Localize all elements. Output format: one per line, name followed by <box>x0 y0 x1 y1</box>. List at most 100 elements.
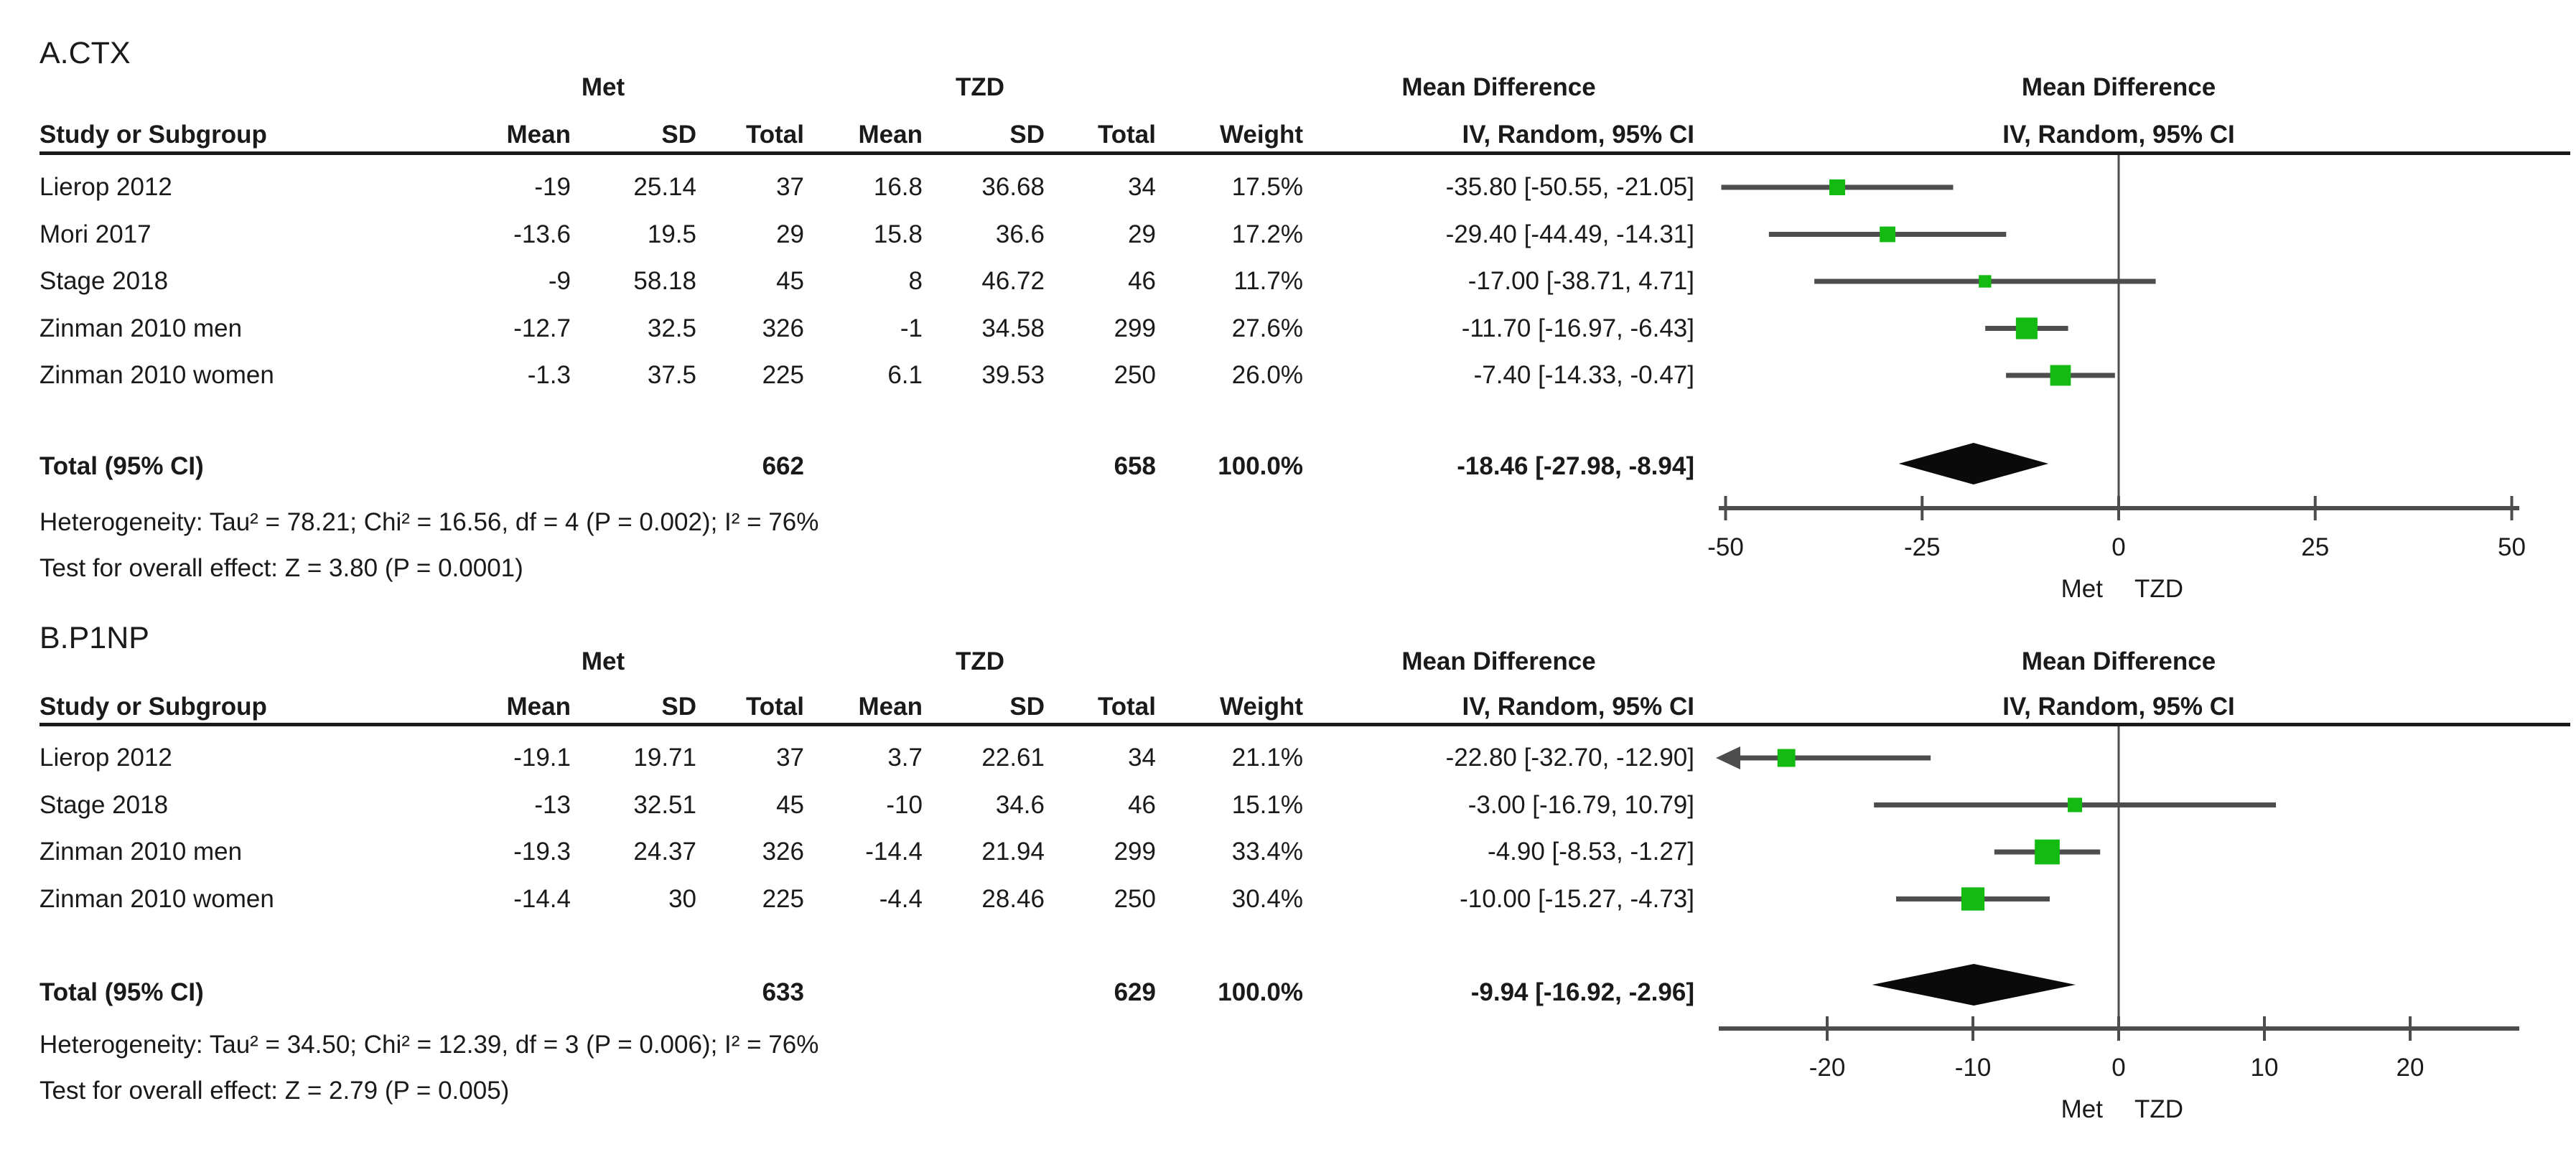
group-header-met: Met <box>581 647 625 675</box>
heterogeneity-text: Heterogeneity: Tau² = 34.50; Chi² = 12.3… <box>39 1031 819 1059</box>
cell-weight: 17.5% <box>1231 173 1303 201</box>
cell-ci-text: -11.70 [-16.97, -6.43] <box>1461 314 1694 342</box>
study-row: Stage 2018 -13 32.51 45 -10 34.6 46 15.1% -3.00 … <box>39 782 1694 829</box>
cell-met-sd: 19.5 <box>647 220 696 248</box>
cell-tzd-sd: 28.46 <box>981 884 1045 913</box>
column-header-ci-method: IV, Random, 95% CI <box>1462 121 1694 149</box>
cell-met-total: 225 <box>762 884 804 913</box>
cell-ci-text: -29.40 [-44.49, -14.31] <box>1445 220 1694 248</box>
axis-tick-label: -20 <box>1809 1054 1846 1082</box>
pooled-diamond <box>1898 443 2049 484</box>
favours-right-label: TZD <box>2134 1095 2183 1123</box>
column-header-tzd-total: Total <box>1097 693 1156 721</box>
spacer <box>923 969 1045 1016</box>
cell-met-sd: 37.5 <box>647 361 696 389</box>
axis-tick-label: 10 <box>2251 1054 2279 1082</box>
spacer <box>571 443 696 490</box>
favours-right-label: TZD <box>2134 575 2183 603</box>
cell-met-total: 326 <box>762 838 804 866</box>
cell-weight: 30.4% <box>1231 884 1303 913</box>
study-row: Zinman 2010 men -19.3 24.37 326 -14.4 21.94 29… <box>39 828 1694 876</box>
total-met-n: 662 <box>762 452 804 480</box>
cell-tzd-sd: 34.58 <box>981 314 1045 342</box>
column-header-tzd-sd: SD <box>1009 693 1045 721</box>
cell-met-mean: -12.7 <box>513 314 571 342</box>
study-row: Zinman 2010 women -1.3 37.5 225 6.1 39.53 250 2… <box>39 352 1694 399</box>
total-tzd-n: 629 <box>1114 978 1156 1006</box>
column-header-weight: Weight <box>1219 693 1303 721</box>
forest-plot: -20 -10 0 10 20 Met TZD <box>1716 726 2519 1123</box>
header-rule <box>39 723 2570 726</box>
cell-ci-text: -7.40 [-14.33, -0.47] <box>1473 361 1694 389</box>
total-ci-text: -18.46 [-27.98, -8.94] <box>1457 452 1694 480</box>
column-header-met-mean: Mean <box>506 121 571 149</box>
favours-left-label: Met <box>2061 1095 2104 1123</box>
cell-study: Zinman 2010 men <box>39 314 243 342</box>
cell-study: Lierop 2012 <box>39 744 172 772</box>
total-row: Total (95% CI) 662 658 100.0% -18.46 [-2… <box>39 443 1694 490</box>
cell-met-sd: 19.71 <box>633 744 696 772</box>
cell-tzd-total: 250 <box>1114 361 1156 389</box>
cell-tzd-mean: 6.1 <box>887 361 923 389</box>
cell-met-total: 45 <box>776 267 804 295</box>
cell-ci-text: -17.00 [-38.71, 4.71] <box>1467 267 1694 295</box>
column-header-study: Study or Subgroup <box>39 693 267 721</box>
cell-study: Zinman 2010 women <box>39 884 274 913</box>
column-header-tzd-sd: SD <box>1009 121 1045 149</box>
total-ci-text: -9.94 [-16.92, -2.96] <box>1470 978 1694 1006</box>
effect-square <box>1880 226 1895 243</box>
cell-study: Stage 2018 <box>39 790 169 819</box>
cell-study: Mori 2017 <box>39 220 151 248</box>
cell-study: Lierop 2012 <box>39 173 172 201</box>
effect-square <box>1777 749 1796 767</box>
axis-tick-label: -10 <box>1955 1054 1992 1082</box>
cell-tzd-sd: 22.61 <box>981 744 1045 772</box>
axis-tick-label: 0 <box>2111 1054 2125 1082</box>
cell-ci-text: -35.80 [-50.55, -21.05] <box>1445 173 1694 201</box>
favours-left-label: Met <box>2061 575 2104 603</box>
effect-square <box>2035 839 2060 865</box>
cell-met-sd: 24.37 <box>633 838 696 866</box>
panel-ctx: A.CTX Met TZD Mean Difference Mean Diffe… <box>39 36 2570 603</box>
cell-tzd-mean: 15.8 <box>873 220 923 248</box>
cell-met-total: 326 <box>762 314 804 342</box>
column-header-met-mean: Mean <box>506 693 571 721</box>
effect-square <box>1829 179 1845 195</box>
cell-ci-text: -4.90 [-8.53, -1.27] <box>1488 838 1694 866</box>
cell-met-mean: -19.1 <box>513 744 571 772</box>
axis-tick-label: 50 <box>2498 533 2526 561</box>
cell-study: Stage 2018 <box>39 267 169 295</box>
cell-weight: 11.7% <box>1233 267 1303 295</box>
cell-weight: 21.1% <box>1231 744 1303 772</box>
forest-plot: -50 -25 0 25 50 Met TZD <box>1707 155 2526 603</box>
pooled-diamond <box>1872 964 2076 1006</box>
effect-square <box>2068 797 2083 812</box>
spacer <box>804 443 923 490</box>
cell-met-total: 29 <box>776 220 804 248</box>
heterogeneity-text: Heterogeneity: Tau² = 78.21; Chi² = 16.5… <box>39 508 819 536</box>
cell-tzd-total: 34 <box>1128 744 1156 772</box>
ci-arrow-left <box>1716 746 1740 769</box>
cell-weight: 27.6% <box>1231 314 1303 342</box>
cell-tzd-total: 46 <box>1128 790 1156 819</box>
study-row: Lierop 2012 -19.1 19.71 37 3.7 22.61 34 21.1% -2… <box>39 734 1694 782</box>
group-header-mean-difference: Mean Difference <box>1401 73 1596 101</box>
cell-met-mean: -9 <box>548 267 571 295</box>
spacer <box>571 969 696 1016</box>
total-label: Total (95% CI) <box>39 452 204 480</box>
cell-weight: 17.2% <box>1231 220 1303 248</box>
cell-met-sd: 32.51 <box>633 790 696 819</box>
cell-tzd-sd: 46.72 <box>981 267 1045 295</box>
column-header-met-sd: SD <box>661 121 696 149</box>
cell-study: Zinman 2010 women <box>39 361 274 389</box>
total-tzd-n: 658 <box>1114 452 1156 480</box>
cell-met-sd: 32.5 <box>647 314 696 342</box>
cell-met-sd: 25.14 <box>633 173 696 201</box>
column-header-ci-method: IV, Random, 95% CI <box>1462 693 1694 721</box>
cell-met-sd: 58.18 <box>633 267 696 295</box>
cell-met-total: 45 <box>776 790 804 819</box>
column-header-weight: Weight <box>1219 121 1303 149</box>
cell-tzd-sd: 21.94 <box>981 838 1045 866</box>
cell-met-mean: -14.4 <box>513 884 571 913</box>
total-row: Total (95% CI) 633 629 100.0% -9.94 [-16… <box>39 969 1694 1016</box>
